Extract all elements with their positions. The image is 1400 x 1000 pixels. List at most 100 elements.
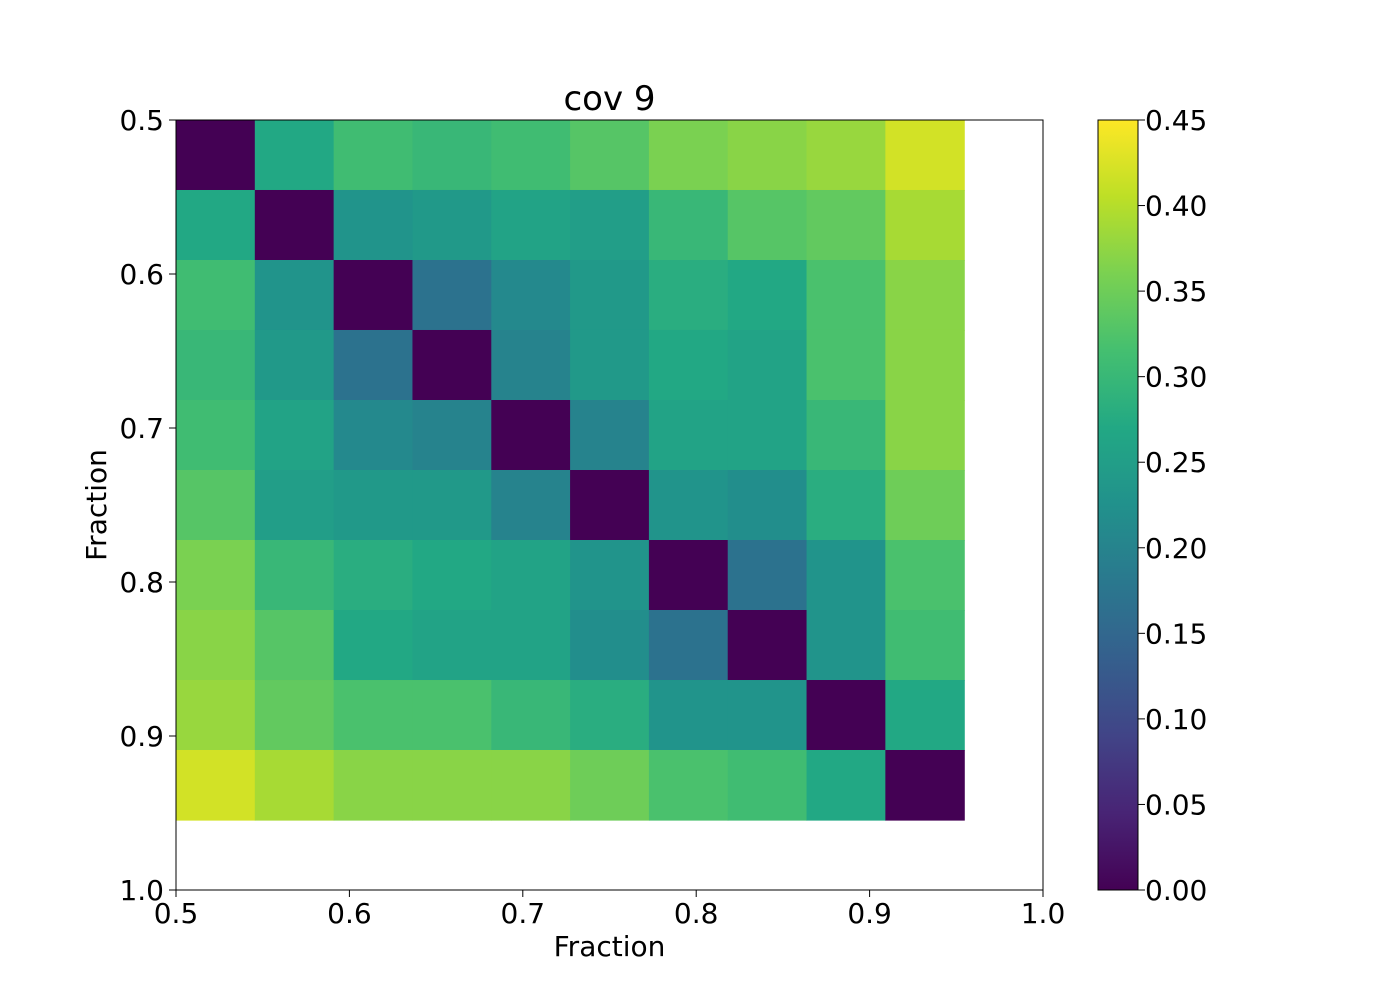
heatmap-cell-3-0 <box>176 329 256 401</box>
heatmap-cell-4-4 <box>491 400 571 471</box>
y-tick-label: 0.8 <box>119 566 164 599</box>
heatmap-cell-6-6 <box>648 540 729 611</box>
heatmap-cell-4-9 <box>885 400 965 471</box>
heatmap-cell-6-1 <box>254 540 335 611</box>
heatmap-cell-8-8 <box>806 680 886 751</box>
heatmap-cell-4-1 <box>254 400 335 471</box>
heatmap-cell-5-2 <box>333 470 414 541</box>
heatmap-cell-3-2 <box>333 329 414 401</box>
heatmap-cell-3-4 <box>491 329 571 401</box>
heatmap-cell-7-3 <box>412 610 492 681</box>
heatmap-cell-4-0 <box>176 400 256 471</box>
heatmap-cell-0-7 <box>727 120 808 191</box>
heatmap-cell-1-3 <box>412 189 492 261</box>
heatmap-cell-0-2 <box>333 120 414 191</box>
y-tick-label: 0.9 <box>119 720 164 753</box>
heatmap-cell-0-3 <box>412 120 492 191</box>
heatmap-cell-3-6 <box>648 329 729 401</box>
colorbar-tick-label: 0.25 <box>1145 446 1207 479</box>
y-tick-label: 0.5 <box>119 104 164 137</box>
x-tick-label: 1.0 <box>1021 897 1066 930</box>
heatmap-cell-8-6 <box>648 680 729 751</box>
heatmap-cell-2-4 <box>491 260 571 331</box>
heatmap-cell-2-2 <box>333 260 414 331</box>
heatmap-cell-8-5 <box>570 680 650 751</box>
heatmap-cell-6-4 <box>491 540 571 611</box>
heatmap-cell-5-5 <box>570 470 650 541</box>
heatmap-cell-9-7 <box>727 750 808 821</box>
heatmap-cell-6-2 <box>333 540 414 611</box>
heatmap-cell-1-6 <box>648 189 729 261</box>
heatmap-cell-2-1 <box>254 260 335 331</box>
heatmap-cell-6-5 <box>570 540 650 611</box>
heatmap-cell-7-2 <box>333 610 414 681</box>
colorbar-tick-label: 0.20 <box>1145 532 1207 565</box>
heatmap-cell-2-5 <box>570 260 650 331</box>
heatmap-cell-1-0 <box>176 189 256 261</box>
heatmap-cell-7-6 <box>648 610 729 681</box>
heatmap-cell-4-5 <box>570 400 650 471</box>
heatmap-cell-8-9 <box>885 680 965 751</box>
chart-title: cov 9 <box>563 79 655 119</box>
colorbar-tick-label: 0.30 <box>1145 361 1207 394</box>
heatmap-cell-0-6 <box>648 120 729 191</box>
heatmap-cell-9-2 <box>333 750 414 821</box>
heatmap-cell-4-8 <box>806 400 886 471</box>
x-tick-label: 0.5 <box>154 897 199 930</box>
heatmap-cell-9-5 <box>570 750 650 821</box>
heatmap-cell-5-4 <box>491 470 571 541</box>
x-tick-label: 0.7 <box>501 897 546 930</box>
heatmap-cell-4-7 <box>727 400 808 471</box>
heatmap-cell-8-3 <box>412 680 492 751</box>
heatmap-cell-0-4 <box>491 120 571 191</box>
heatmap-cell-7-0 <box>176 610 256 681</box>
heatmap-cell-3-5 <box>570 329 650 401</box>
heatmap-cell-1-9 <box>885 189 965 261</box>
heatmap-cell-7-1 <box>254 610 335 681</box>
heatmap-cell-8-0 <box>176 680 256 751</box>
heatmap-cell-1-5 <box>570 189 650 261</box>
heatmap-cell-2-8 <box>806 260 886 331</box>
heatmap-cell-6-8 <box>806 540 886 611</box>
heatmap-cell-2-6 <box>648 260 729 331</box>
colorbar-tick-label: 0.00 <box>1145 874 1207 907</box>
heatmap-cell-5-1 <box>254 470 335 541</box>
colorbar-tick-label: 0.45 <box>1145 104 1207 137</box>
heatmap-cell-7-8 <box>806 610 886 681</box>
heatmap-cell-0-5 <box>570 120 650 191</box>
y-tick-label: 0.6 <box>119 258 164 291</box>
heatmap-cell-9-4 <box>491 750 571 821</box>
heatmap-cell-6-9 <box>885 540 965 611</box>
heatmap-cell-6-3 <box>412 540 492 611</box>
heatmap-cell-4-6 <box>648 400 729 471</box>
heatmap-cell-6-0 <box>176 540 256 611</box>
heatmap-cell-1-2 <box>333 189 414 261</box>
y-axis-label: Fraction <box>80 449 113 561</box>
colorbar-tick-label: 0.15 <box>1145 617 1207 650</box>
heatmap-cell-5-3 <box>412 470 492 541</box>
y-axis-ticks: 0.5 0.6 0.7 0.8 0.9 1.0 <box>119 104 176 907</box>
y-tick-label: 0.7 <box>119 412 164 445</box>
heatmap-cell-5-7 <box>727 470 808 541</box>
heatmap-cell-3-1 <box>254 329 335 401</box>
heatmap-cell-1-7 <box>727 189 808 261</box>
heatmap-cells <box>176 120 965 821</box>
colorbar-tick-label: 0.05 <box>1145 788 1207 821</box>
heatmap-cell-4-2 <box>333 400 414 471</box>
heatmap-cell-1-8 <box>806 189 886 261</box>
heatmap-cell-2-0 <box>176 260 256 331</box>
heatmap-cell-3-9 <box>885 329 965 401</box>
heatmap-cell-7-7 <box>727 610 808 681</box>
heatmap-cell-9-1 <box>254 750 335 821</box>
heatmap-cell-5-0 <box>176 470 256 541</box>
heatmap-cell-9-6 <box>648 750 729 821</box>
heatmap-cell-7-4 <box>491 610 571 681</box>
x-axis-ticks: 0.5 0.6 0.7 0.8 0.9 1.0 <box>154 890 1066 930</box>
heatmap-cell-3-3 <box>412 329 492 401</box>
heatmap-cell-3-8 <box>806 329 886 401</box>
heatmap-cell-7-9 <box>885 610 965 681</box>
heatmap-cell-9-8 <box>806 750 886 821</box>
heatmap-cell-5-6 <box>648 470 729 541</box>
heatmap-cell-8-1 <box>254 680 335 751</box>
heatmap-cell-7-5 <box>570 610 650 681</box>
